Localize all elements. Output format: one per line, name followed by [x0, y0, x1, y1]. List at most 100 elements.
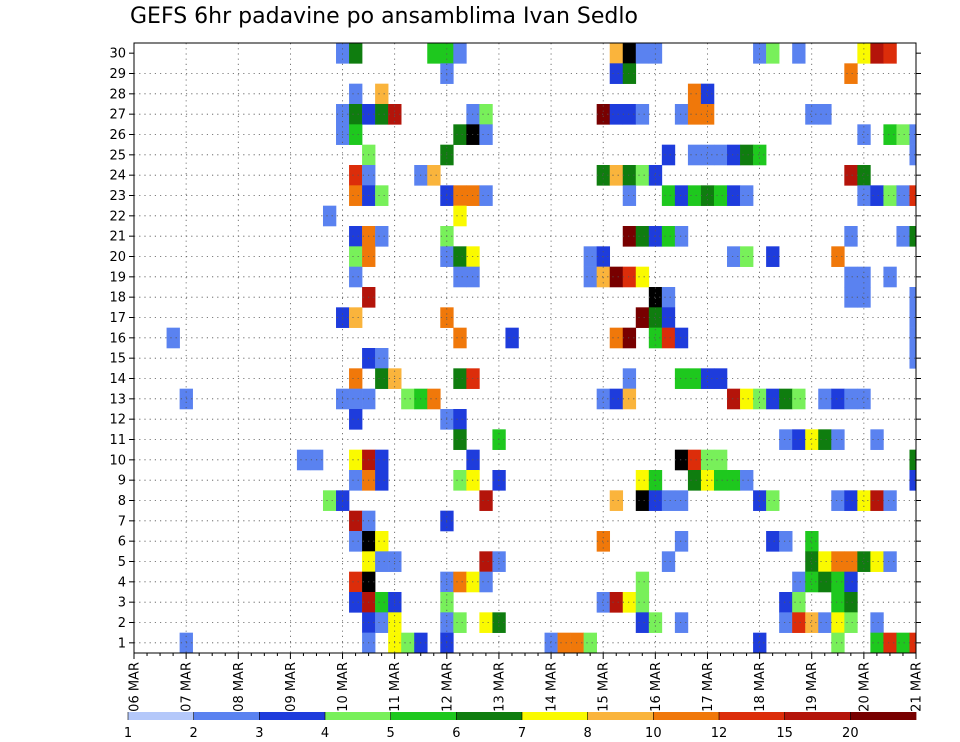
heatmap-cell: [622, 327, 637, 349]
y-tick-label: 12: [109, 413, 126, 428]
heatmap-cell: [727, 246, 741, 267]
heatmap-cell: [375, 185, 389, 206]
heatmap-cell: [818, 571, 832, 593]
heatmap-cell: [453, 185, 467, 206]
y-tick-label: 26: [109, 128, 126, 143]
heatmap-cell: [453, 43, 467, 64]
y-tick-label: 5: [118, 555, 126, 570]
heatmap-cell: [831, 429, 845, 450]
heatmap-cell: [635, 490, 650, 511]
heatmap-cell: [805, 551, 819, 572]
heatmap-cell: [779, 429, 793, 450]
heatmap-cell: [687, 144, 702, 166]
y-tick-label: 24: [109, 169, 126, 184]
heatmap-cell: [583, 266, 597, 288]
heatmap-cell: [557, 632, 571, 654]
heatmap-cell: [870, 632, 884, 654]
colorbar-segment: [390, 712, 457, 720]
y-tick-label: 20: [109, 250, 126, 265]
colorbar-segment: [128, 712, 195, 720]
heatmap-cell: [766, 43, 780, 64]
heatmap-cell: [648, 43, 663, 64]
heatmap-cell: [453, 368, 467, 389]
heatmap-cell: [570, 632, 584, 654]
heatmap-cell: [349, 571, 363, 593]
heatmap-cell: [453, 205, 467, 227]
x-tick-label: 08 MAR: [232, 662, 247, 712]
heatmap-cell: [909, 287, 917, 308]
heatmap-cell: [427, 165, 441, 186]
heatmap-cell: [349, 409, 363, 430]
heatmap-cell: [883, 632, 897, 654]
y-tick-label: 9: [118, 474, 126, 489]
heatmap-cell: [622, 165, 637, 186]
heatmap-cell: [792, 571, 806, 593]
heatmap-cell: [648, 612, 663, 633]
heatmap-cell: [857, 266, 871, 288]
heatmap-cell: [909, 226, 917, 247]
heatmap-cell: [349, 470, 363, 491]
heatmap-cell: [779, 612, 793, 633]
y-tick-label: 1: [118, 636, 126, 651]
y-tick-label: 11: [109, 433, 126, 448]
heatmap-cell: [479, 571, 493, 593]
y-tick-label: 17: [109, 311, 126, 326]
axes-layer: 1234567891011121314151617181920212223242…: [109, 42, 925, 712]
colorbar-label: 3: [255, 726, 263, 741]
heatmap-cell: [349, 592, 363, 613]
heatmap-cell: [375, 612, 389, 633]
colorbar-segment: [719, 712, 786, 720]
heatmap-cell: [831, 551, 845, 572]
heatmap-cell: [479, 124, 493, 145]
heatmap-cell: [544, 632, 558, 654]
colorbar: 1 2 3 4 5 6 7 8 10 12 15 20: [124, 712, 917, 741]
colorbar-label: 2: [190, 726, 198, 741]
heatmap-cell: [349, 266, 363, 288]
heatmap-cell: [779, 531, 793, 552]
heatmap-cell: [375, 470, 389, 491]
heatmap-cell: [857, 388, 871, 410]
x-tick-label: 14 MAR: [545, 662, 560, 712]
heatmap-cell: [831, 490, 845, 511]
heatmap-cell: [805, 104, 819, 125]
heatmap-cell: [896, 124, 910, 145]
heatmap-cell: [166, 327, 180, 349]
heatmap-cell: [609, 104, 624, 125]
heatmap-cell: [453, 327, 467, 349]
heatmap-cell: [870, 185, 884, 206]
heatmap-cell: [622, 388, 637, 410]
heatmap-cell: [844, 165, 858, 186]
heatmap-cell: [648, 307, 663, 328]
heatmap-cell: [805, 571, 819, 593]
heatmap-cell: [909, 307, 917, 328]
heatmap-cell: [635, 43, 650, 64]
heatmap-cell: [648, 165, 663, 186]
heatmap-cell: [622, 226, 637, 247]
heatmap-cell: [609, 327, 624, 349]
heatmap-cell: [818, 104, 832, 125]
heatmap-cell: [322, 490, 337, 511]
heatmap-cell: [844, 551, 858, 572]
heatmap-cell: [609, 43, 624, 64]
heatmap-cell: [687, 104, 702, 125]
heatmap-cell: [375, 226, 389, 247]
heatmap-cell: [427, 43, 441, 64]
heatmap-cell: [622, 43, 637, 64]
heatmap-cell: [674, 612, 689, 633]
heatmap-cell: [857, 165, 871, 186]
heatmap-cell: [674, 490, 689, 511]
heatmap-cell: [674, 226, 689, 247]
heatmap-cell: [349, 510, 363, 532]
heatmap-cell: [622, 104, 637, 125]
x-tick-label: 12 MAR: [440, 662, 455, 712]
heatmap-cell: [870, 43, 884, 64]
heatmap-cell: [648, 287, 663, 308]
heatmap-cell: [700, 368, 715, 389]
heatmap-cell: [349, 368, 363, 389]
y-tick-label: 29: [109, 67, 126, 82]
colorbar-label: 12: [711, 726, 728, 741]
heatmap-cell: [766, 531, 780, 552]
heatmap-cell: [479, 551, 493, 572]
heatmap-cell: [375, 592, 389, 613]
